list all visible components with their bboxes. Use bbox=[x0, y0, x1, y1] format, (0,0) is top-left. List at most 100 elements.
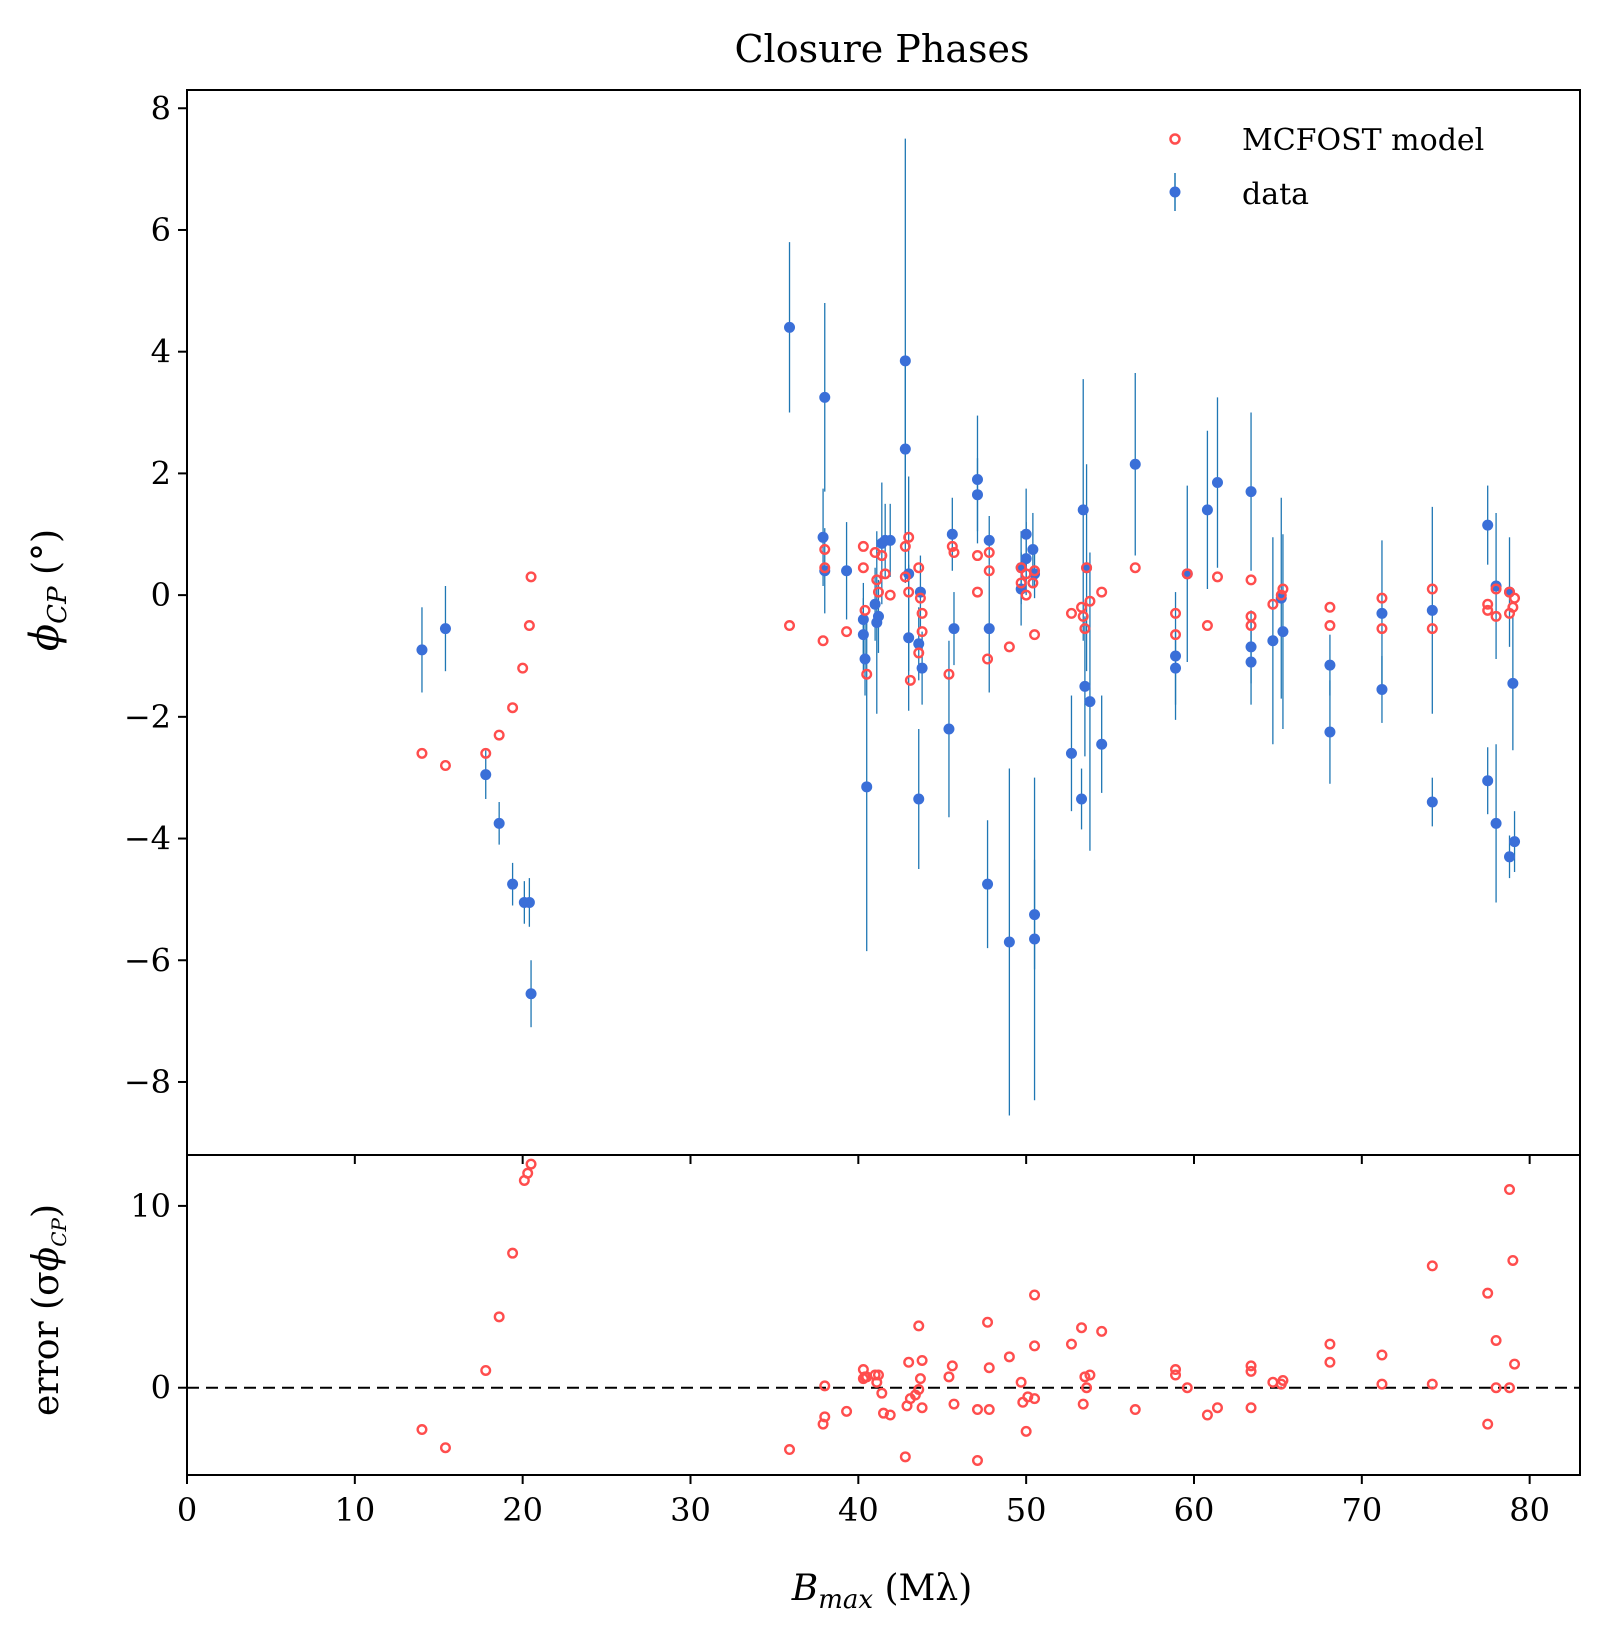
model-point bbox=[983, 547, 995, 559]
model-point bbox=[1277, 583, 1289, 595]
data-point bbox=[1096, 738, 1108, 750]
data-point bbox=[1129, 458, 1141, 470]
model-point bbox=[946, 540, 958, 552]
bottom-panel-frame bbox=[186, 1154, 1581, 1476]
top-y-tick-label: −2 bbox=[124, 698, 171, 736]
x-label-unit: (Mλ) bbox=[873, 1568, 972, 1609]
model-point bbox=[1324, 601, 1336, 613]
residual-point bbox=[1020, 1425, 1032, 1437]
bottom-y-label-close: ) bbox=[26, 1204, 67, 1218]
model-point bbox=[1211, 571, 1223, 583]
model-point bbox=[971, 586, 983, 598]
data-point bbox=[1245, 641, 1257, 653]
data-point bbox=[1020, 528, 1032, 540]
data-point bbox=[1267, 635, 1279, 647]
model-point bbox=[1077, 610, 1089, 622]
top-y-tick-label: −4 bbox=[124, 820, 171, 858]
data-point bbox=[1376, 683, 1388, 695]
data-point bbox=[1245, 656, 1257, 668]
residual-point bbox=[946, 1360, 958, 1372]
data-point bbox=[982, 878, 994, 890]
model-point bbox=[861, 668, 873, 680]
model-point bbox=[1065, 607, 1077, 619]
model-point bbox=[1245, 620, 1257, 632]
data-point bbox=[493, 817, 505, 829]
data-point bbox=[480, 769, 492, 781]
model-point bbox=[1096, 586, 1108, 598]
data-point bbox=[1170, 662, 1182, 674]
model-point bbox=[1027, 577, 1039, 589]
data-point bbox=[784, 321, 796, 333]
model-point bbox=[1170, 607, 1182, 619]
residual-point bbox=[1376, 1378, 1388, 1390]
data-point bbox=[1076, 793, 1088, 805]
residual-point bbox=[525, 1158, 537, 1170]
top-y-tick-label: −6 bbox=[124, 941, 171, 979]
chart-title: Closure Phases bbox=[734, 27, 1029, 71]
model-point bbox=[1181, 568, 1193, 580]
bottom-y-tick-label: 10 bbox=[130, 1187, 171, 1225]
residual-point bbox=[1077, 1398, 1089, 1410]
bottom-model-series bbox=[416, 1158, 1521, 1466]
model-point bbox=[1029, 565, 1041, 577]
residual-point bbox=[903, 1356, 915, 1368]
data-point bbox=[857, 629, 869, 641]
model-point bbox=[1426, 623, 1438, 635]
model-point bbox=[523, 620, 535, 632]
model-point bbox=[948, 547, 960, 559]
top-y-tick-label: 6 bbox=[151, 211, 171, 249]
data-point bbox=[1277, 626, 1289, 638]
model-point bbox=[1201, 620, 1213, 632]
model-point bbox=[971, 550, 983, 562]
data-point bbox=[943, 723, 955, 735]
model-point bbox=[943, 668, 955, 680]
residual-point bbox=[1211, 1402, 1223, 1414]
residual-point bbox=[493, 1311, 505, 1323]
data-point bbox=[1490, 817, 1502, 829]
data-point bbox=[1482, 519, 1494, 531]
residual-point bbox=[1096, 1325, 1108, 1337]
data-point bbox=[1324, 659, 1336, 671]
top-y-label-unit: (°) bbox=[26, 529, 67, 587]
residual-point bbox=[1079, 1371, 1091, 1383]
data-point bbox=[1490, 580, 1502, 592]
residual-point bbox=[439, 1442, 451, 1454]
data-point bbox=[869, 598, 881, 610]
model-point bbox=[857, 540, 869, 552]
residual-point bbox=[884, 1409, 896, 1421]
model-point bbox=[1376, 592, 1388, 604]
residual-point bbox=[899, 1451, 911, 1463]
model-point bbox=[1324, 620, 1336, 632]
top-y-tick-label: −8 bbox=[124, 1063, 171, 1101]
data-point bbox=[884, 534, 896, 546]
data-point bbox=[819, 391, 831, 403]
residual-point bbox=[1324, 1356, 1336, 1368]
model-point bbox=[884, 589, 896, 601]
data-point bbox=[971, 489, 983, 501]
data-point bbox=[899, 443, 911, 455]
legend-data-marker bbox=[1169, 186, 1181, 198]
model-point bbox=[841, 626, 853, 638]
data-point bbox=[817, 531, 829, 543]
data-point bbox=[899, 355, 911, 367]
data-point bbox=[946, 528, 958, 540]
model-point bbox=[1376, 623, 1388, 635]
x-tick-label: 0 bbox=[177, 1491, 197, 1529]
residual-point bbox=[1509, 1358, 1521, 1370]
model-point bbox=[1170, 629, 1182, 641]
residual-point bbox=[416, 1424, 428, 1436]
legend-model-marker bbox=[1169, 133, 1181, 145]
residual-point bbox=[1201, 1409, 1213, 1421]
data-point bbox=[983, 623, 995, 635]
data-point bbox=[1245, 486, 1257, 498]
model-point bbox=[859, 604, 871, 616]
model-point bbox=[1267, 598, 1279, 610]
legend-model-label: MCFOST model bbox=[1242, 123, 1484, 158]
residual-point bbox=[1426, 1378, 1438, 1390]
top-x-ticks bbox=[186, 1154, 1531, 1164]
top-y-label-subscript: CP bbox=[43, 586, 73, 624]
residual-point bbox=[971, 1404, 983, 1416]
data-point bbox=[525, 988, 537, 1000]
residual-point bbox=[1029, 1340, 1041, 1352]
